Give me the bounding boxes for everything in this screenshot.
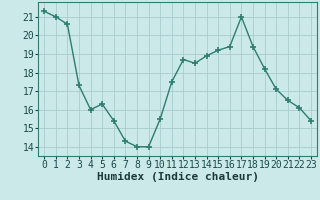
- X-axis label: Humidex (Indice chaleur): Humidex (Indice chaleur): [97, 172, 259, 182]
